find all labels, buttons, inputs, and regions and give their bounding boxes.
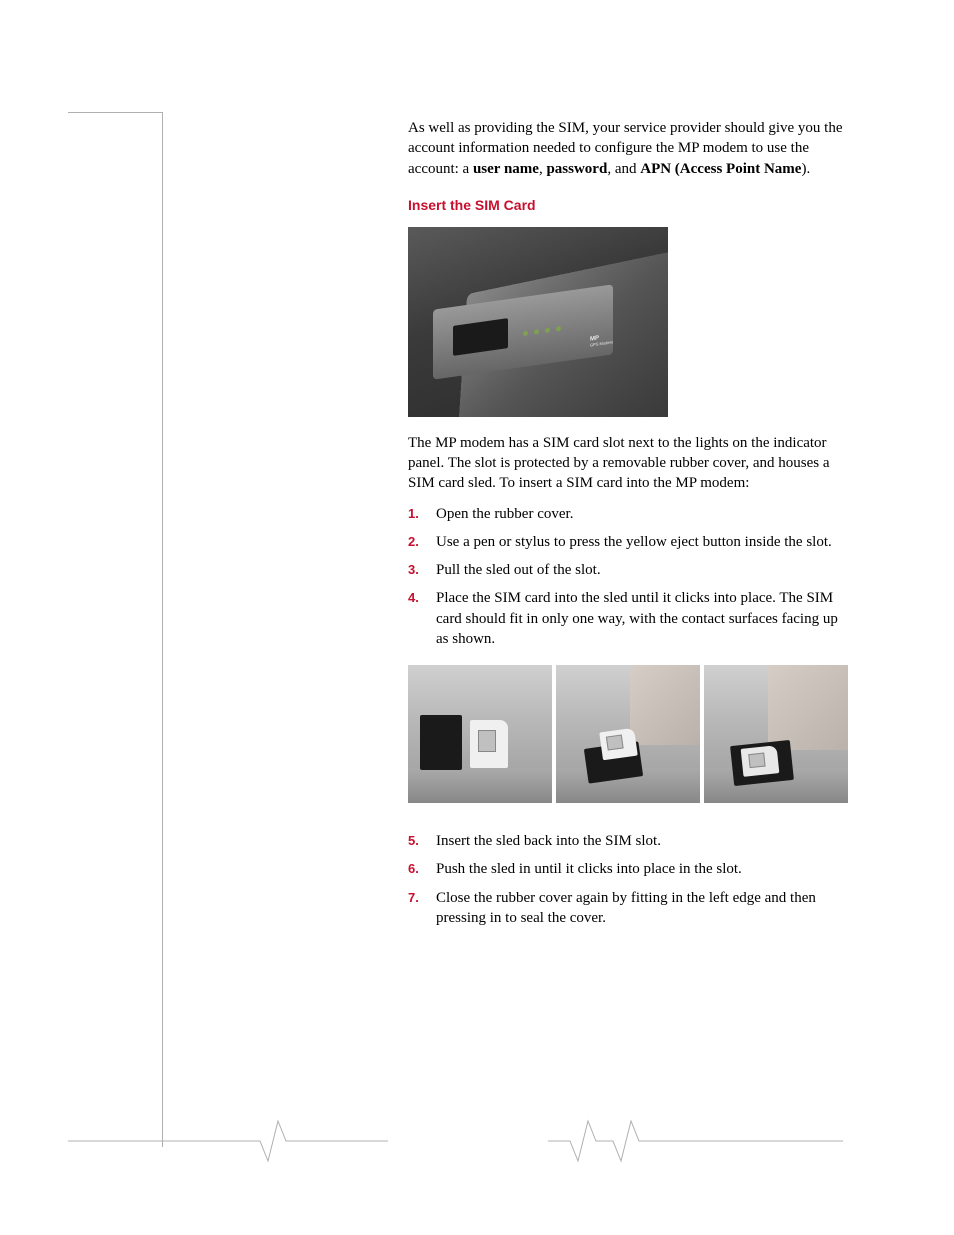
section-heading: Insert the SIM Card	[408, 197, 848, 213]
intro-paragraph: As well as providing the SIM, your servi…	[408, 118, 848, 179]
intro-bold-username: user name	[473, 161, 539, 177]
sim-photo-1	[408, 665, 552, 803]
sim-photo-2	[556, 665, 700, 803]
footer-waveform-graphic	[68, 1118, 843, 1163]
intro-bold-apn: APN (Access Point Name	[640, 161, 801, 177]
steps-list-first: 1. Open the rubber cover. 2. Use a pen o…	[408, 504, 848, 650]
step-text: Use a pen or stylus to press the yellow …	[436, 532, 848, 552]
step-text: Close the rubber cover again by fitting …	[436, 888, 848, 929]
step-text: Push the sled in until it clicks into pl…	[436, 859, 848, 879]
sidebar-rule-horizontal	[68, 112, 162, 113]
step-number: 5.	[408, 831, 436, 851]
step-text: Pull the sled out of the slot.	[436, 560, 848, 580]
step-item: 3. Pull the sled out of the slot.	[408, 560, 848, 580]
intro-text-3: , and	[607, 161, 640, 177]
body-paragraph: The MP modem has a SIM card slot next to…	[408, 433, 848, 494]
step-item: 7. Close the rubber cover again by fitti…	[408, 888, 848, 929]
intro-text-4: ).	[801, 161, 810, 177]
step-number: 7.	[408, 888, 436, 929]
step-text: Place the SIM card into the sled until i…	[436, 588, 848, 649]
sim-photo-3	[704, 665, 848, 803]
step-text: Open the rubber cover.	[436, 504, 848, 524]
sim-insertion-photos	[408, 665, 848, 803]
step-number: 2.	[408, 532, 436, 552]
step-text: Insert the sled back into the SIM slot.	[436, 831, 848, 851]
step-number: 3.	[408, 560, 436, 580]
step-number: 6.	[408, 859, 436, 879]
steps-list-second: 5. Insert the sled back into the SIM slo…	[408, 831, 848, 928]
step-item: 4. Place the SIM card into the sled unti…	[408, 588, 848, 649]
step-item: 5. Insert the sled back into the SIM slo…	[408, 831, 848, 851]
modem-photo: MP GPS Modem	[408, 227, 668, 417]
step-item: 2. Use a pen or stylus to press the yell…	[408, 532, 848, 552]
step-item: 6. Push the sled in until it clicks into…	[408, 859, 848, 879]
step-number: 1.	[408, 504, 436, 524]
intro-bold-password: password	[546, 161, 607, 177]
sidebar-rule-vertical	[162, 112, 163, 1147]
step-item: 1. Open the rubber cover.	[408, 504, 848, 524]
step-number: 4.	[408, 588, 436, 649]
main-content: As well as providing the SIM, your servi…	[408, 118, 848, 936]
